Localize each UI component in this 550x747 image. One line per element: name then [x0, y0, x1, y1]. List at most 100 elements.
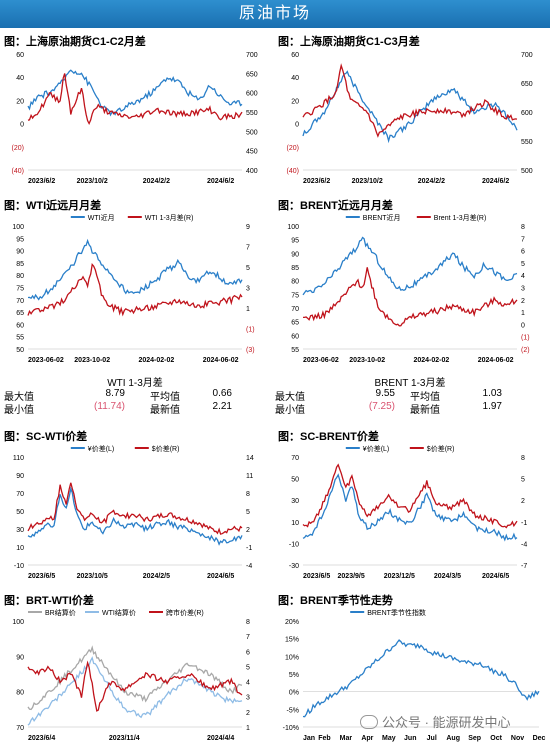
legend-label: WTI结算价 — [102, 608, 136, 617]
y-left-tick-label: 20 — [291, 98, 299, 105]
y-left-tick-label: 20 — [16, 98, 24, 105]
y-left-tick-label: 80 — [16, 273, 24, 280]
y-right-tick-label: 5 — [521, 261, 525, 268]
y-right-tick-label: 6 — [521, 249, 525, 256]
y-right-tick-label: 8 — [246, 619, 250, 626]
x-tick-label: 2024/4/4 — [207, 735, 234, 742]
y-left-tick-label: 60 — [16, 322, 24, 329]
y-right-tick-label: 550 — [521, 139, 533, 146]
y-left-tick-label: 85 — [16, 261, 24, 268]
brent-min-value: (7.25) — [368, 401, 395, 412]
y-right-tick-label: 9 — [246, 224, 250, 231]
panel-title-sc-brent: 图：SC-BRENT价差 — [278, 431, 379, 443]
brent-avg-value: 1.03 — [482, 388, 502, 399]
x-tick-label: 2023/10/5 — [77, 573, 108, 580]
x-tick-label: 2024-02-02 — [138, 357, 174, 364]
wti-stats-table: WTI 1-3月差 最大值 8.79 平均值 0.66 最小值 (11.74) … — [0, 374, 270, 416]
y-left-tick-label: -30 — [289, 563, 299, 570]
x-tick-label: 2023-10-02 — [349, 357, 385, 364]
x-tick-label: 2023/9/5 — [338, 573, 365, 580]
y-left-tick-label: 10 — [16, 545, 24, 552]
y-right-tick-label: 3 — [246, 286, 250, 293]
y-left-tick-label: 75 — [16, 286, 24, 293]
x-tick-label: 2023/6/4 — [28, 735, 55, 742]
x-tick-label: Nov — [511, 735, 524, 742]
y-left-tick-label: 0% — [289, 690, 299, 697]
series-line — [303, 267, 518, 327]
legend-label: BRENT近月 — [363, 213, 401, 222]
x-tick-label: Jan — [303, 735, 315, 742]
chart-brent-seasonal: 20% 15% 10% 5% 0% -5% -10% Jan Feb Mar Apr May Jun Ju… — [275, 605, 546, 743]
y-right-tick-label: 14 — [246, 455, 254, 462]
y-left-tick-label: 90 — [16, 249, 24, 256]
y-left-tick-label: 60 — [291, 52, 299, 59]
series-line — [302, 236, 518, 296]
y-right-tick-label: 7 — [521, 236, 525, 243]
panel-title-sc-wti: 图：SC-WTI价差 — [4, 431, 88, 443]
series-line — [27, 263, 243, 317]
y-left-tick-label: 75 — [291, 292, 299, 299]
brent-latest-label: 最新值 — [410, 405, 440, 416]
y-right-tick-label: 600 — [246, 91, 258, 98]
y-left-tick-label: -5% — [287, 707, 299, 714]
y-left-tick-label: 50 — [16, 347, 24, 354]
brent-stats-title: BRENT 1-3月差 — [374, 378, 446, 389]
chart-sc-c1c2: 60 40 20 0 (20) (40) 700 650 600 550 500 450 400 2023… — [0, 46, 270, 186]
wti-stats-title: WTI 1-3月差 — [107, 378, 163, 389]
y-left-tick-label: 15% — [285, 637, 299, 644]
y-left-tick-label: 40 — [291, 75, 299, 82]
chart-svg: 100 90 80 70 8 7 6 5 4 3 2 1 2023/6/4 2023/11/4 2024/4… — [12, 608, 250, 742]
x-tick-label: Apr — [361, 735, 373, 742]
x-tick-label: Sep — [468, 735, 481, 742]
y-left-tick-label: 100 — [287, 224, 299, 231]
x-tick-label: Aug — [446, 735, 460, 742]
series-line — [302, 70, 518, 144]
y-left-tick-label: 40 — [16, 75, 24, 82]
chart-sc-c1c3: 60 40 20 0 (20) (40) 700 650 600 550 500 2023/6/2 20… — [275, 46, 545, 186]
legend-label: WTI近月 — [88, 213, 115, 222]
y-left-tick-label: 80 — [291, 279, 299, 286]
y-right-tick-label: 550 — [246, 110, 258, 117]
y-left-tick-label: 70 — [291, 455, 299, 462]
legend-label: WTI 1-3月差(R) — [145, 213, 194, 222]
y-right-tick-label: 7 — [246, 245, 250, 252]
x-tick-label: 2023-06-02 — [28, 357, 64, 364]
wti-min-value: (11.74) — [94, 401, 125, 412]
x-tick-label: 2023/6/5 — [303, 573, 330, 580]
y-right-tick-label: 2 — [521, 298, 525, 305]
series-line — [27, 656, 243, 726]
legend-label: Brent 1-3月差(R) — [434, 213, 487, 222]
y-left-tick-label: 70 — [291, 306, 299, 313]
x-tick-label: 2024/2/2 — [418, 178, 445, 185]
x-tick-label: 2023/6/5 — [28, 573, 55, 580]
y-left-tick-label: 30 — [16, 527, 24, 534]
legend-label: $价差(R) — [427, 444, 455, 453]
y-left-tick-label: 85 — [291, 265, 299, 272]
chart-sc-wti: 110 90 70 50 30 10 -10 14 11 8 5 2 -1 -4 2023/6/5 2023/… — [0, 441, 270, 581]
series-line — [302, 63, 518, 138]
y-right-tick-label: -1 — [521, 520, 527, 527]
y-right-tick-label: 700 — [521, 52, 533, 59]
chart-brt-wti: 100 90 80 70 8 7 6 5 4 3 2 1 2023/6/4 2023/11/4 2024/4… — [0, 605, 270, 743]
y-right-tick-label: 2 — [246, 527, 250, 534]
wti-avg-label: 平均值 — [150, 392, 180, 403]
chart-brent: 100 95 90 85 80 75 70 65 60 55 8 7 6 5 4 3 2 1 0 (1) (2) 2023… — [275, 210, 545, 365]
wti-latest-value: 2.21 — [212, 401, 232, 412]
legend-label: BRENT季节性指数 — [367, 608, 426, 617]
chart-svg: 110 90 70 50 30 10 -10 14 11 8 5 2 -1 -4 2023/6/5 2023/… — [13, 444, 254, 580]
y-right-tick-label: -4 — [246, 563, 252, 570]
y-left-tick-label: 95 — [291, 238, 299, 245]
y-right-tick-label: 5 — [246, 509, 250, 516]
y-right-tick-label: 5 — [521, 477, 525, 484]
y-right-tick-label: 7 — [246, 634, 250, 641]
series-line — [27, 238, 243, 301]
x-tick-label: 2023-10-02 — [74, 357, 110, 364]
x-tick-label: 2023/10/2 — [77, 178, 108, 185]
y-left-tick-label: 80 — [16, 690, 24, 697]
legend-label: 跨市价差(R) — [166, 608, 204, 617]
y-left-tick-label: 55 — [16, 335, 24, 342]
x-tick-label: Jul — [427, 735, 437, 742]
y-left-tick-label: 10% — [285, 654, 299, 661]
brent-max-value: 9.55 — [375, 388, 395, 399]
series-line — [27, 486, 243, 546]
